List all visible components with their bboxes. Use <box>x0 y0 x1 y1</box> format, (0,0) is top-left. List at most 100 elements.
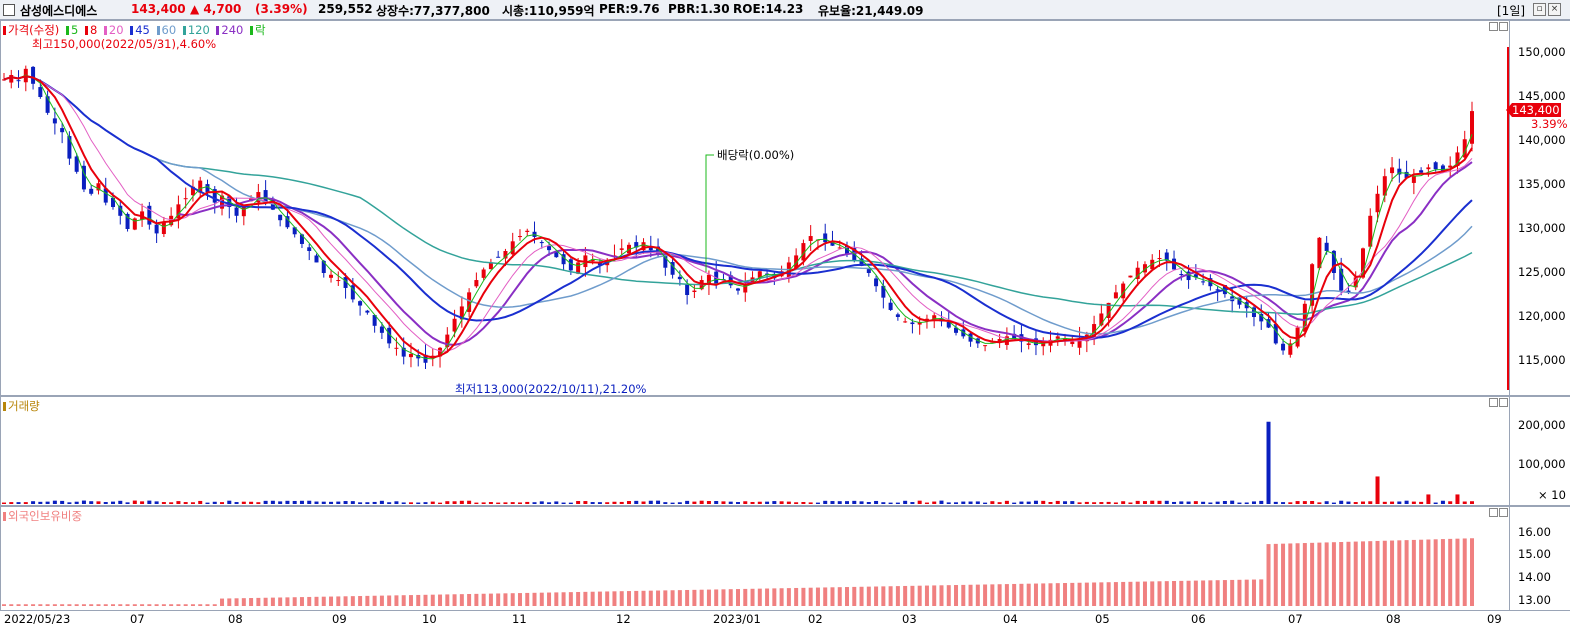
legend-ma8: 8 <box>89 23 98 37</box>
foreign-title: 외국인보유비중 <box>8 509 83 523</box>
volume-bar <box>1084 501 1089 504</box>
period-selector[interactable]: [1일] <box>1497 4 1526 18</box>
foreign-bar <box>1346 541 1351 606</box>
foreign-bar <box>307 596 312 606</box>
volume-bar <box>1310 500 1315 504</box>
volume-bar <box>1404 500 1409 504</box>
foreign-bar <box>699 589 704 606</box>
volume-bar <box>1055 500 1060 504</box>
volume-bar <box>1440 500 1445 504</box>
foreign-close-icon[interactable] <box>1499 508 1508 517</box>
foreign-bar <box>241 598 246 606</box>
foreign-axis <box>1510 506 1570 611</box>
foreign-bar <box>990 584 995 606</box>
candle-body <box>292 227 297 235</box>
foreign-bar <box>561 592 566 606</box>
ma240-line <box>178 161 1473 346</box>
candle-body <box>321 260 326 273</box>
volume-bar <box>23 502 28 504</box>
volume-bar <box>1150 500 1155 504</box>
volume-bar <box>605 502 610 504</box>
foreign-minimize-icon[interactable] <box>1489 508 1498 517</box>
x-tick-label: 10 <box>422 612 437 626</box>
volume-bar <box>212 501 217 504</box>
candle-body <box>539 242 544 244</box>
panel-minimize-icon[interactable] <box>1489 22 1498 31</box>
candle-body <box>1462 139 1467 158</box>
candle-body <box>96 183 101 191</box>
foreign-bar <box>38 604 43 606</box>
foreign-bar <box>525 592 530 606</box>
volume-bar <box>859 501 864 504</box>
volume-bar <box>866 502 871 504</box>
x-tick-label: 09 <box>332 612 347 626</box>
volume-bar <box>161 502 166 504</box>
candle-body <box>52 118 57 124</box>
candle-body <box>2 79 6 81</box>
foreign-bar <box>401 595 406 606</box>
foreign-bar <box>1208 580 1213 606</box>
foreign-bar <box>1121 581 1126 606</box>
candle-body <box>568 259 573 271</box>
volume-bar <box>52 500 57 504</box>
foreign-bar <box>1368 541 1373 606</box>
volume-bar <box>1208 502 1213 504</box>
volume-bar <box>408 502 413 504</box>
volume-bar <box>1077 502 1082 504</box>
volume-bar <box>983 502 988 504</box>
volume-bar <box>423 502 428 504</box>
foreign-bar <box>539 592 544 606</box>
candle-body <box>997 339 1002 342</box>
volume-bar <box>190 502 195 504</box>
foreign-bar <box>1360 541 1365 606</box>
volume-bar <box>1186 501 1191 504</box>
foreign-bar <box>1070 582 1075 606</box>
volume-bar <box>576 501 581 504</box>
foreign-bar <box>1048 583 1053 606</box>
candle-body <box>401 347 406 357</box>
volume-bar <box>438 502 443 504</box>
volume-bar <box>786 501 791 504</box>
candle-body <box>1455 152 1460 166</box>
foreign-bar <box>1331 542 1336 606</box>
foreign-bar <box>939 585 944 606</box>
volume-bar <box>779 501 784 504</box>
select-checkbox[interactable] <box>3 4 15 16</box>
candle-body <box>60 128 65 133</box>
price-tick: 135,000 <box>1518 177 1566 191</box>
candle-body <box>547 246 552 251</box>
foreign-bar <box>329 596 334 606</box>
volume-bar <box>183 502 188 504</box>
candle-body <box>350 285 355 300</box>
legend-ma120: 120 <box>187 23 210 37</box>
volume-minimize-icon[interactable] <box>1489 398 1498 407</box>
candle-body <box>387 327 392 344</box>
foreign-bar <box>1084 582 1089 606</box>
foreign-bar <box>1092 582 1097 606</box>
x-tick-label: 05 <box>1095 612 1110 626</box>
candle-body <box>190 186 195 196</box>
volume-close-icon[interactable] <box>1499 398 1508 407</box>
foreign-bar <box>786 588 791 606</box>
foreign-bar <box>997 584 1002 606</box>
volume-bar <box>481 502 486 504</box>
foreign-bar <box>263 597 268 606</box>
volume-legend: 거래량 <box>3 398 40 414</box>
close-icon[interactable]: × <box>1548 3 1561 16</box>
volume-bar <box>597 502 602 504</box>
candle-body <box>1382 176 1387 196</box>
restore-icon[interactable]: ▫ <box>1533 3 1546 16</box>
foreign-bar <box>837 587 842 606</box>
foreign-bar <box>815 587 820 606</box>
foreign-bar <box>1215 580 1220 606</box>
ma8-line <box>3 75 1473 359</box>
candle-body <box>1135 267 1140 280</box>
foreign-bar <box>1295 543 1300 606</box>
candle-body <box>307 247 312 251</box>
candle-body <box>234 207 239 216</box>
foreign-bar <box>626 591 631 606</box>
foreign-bar <box>1099 582 1104 606</box>
candle-body <box>590 259 595 262</box>
panel-close-icon[interactable] <box>1499 22 1508 31</box>
candle-body <box>176 204 181 219</box>
